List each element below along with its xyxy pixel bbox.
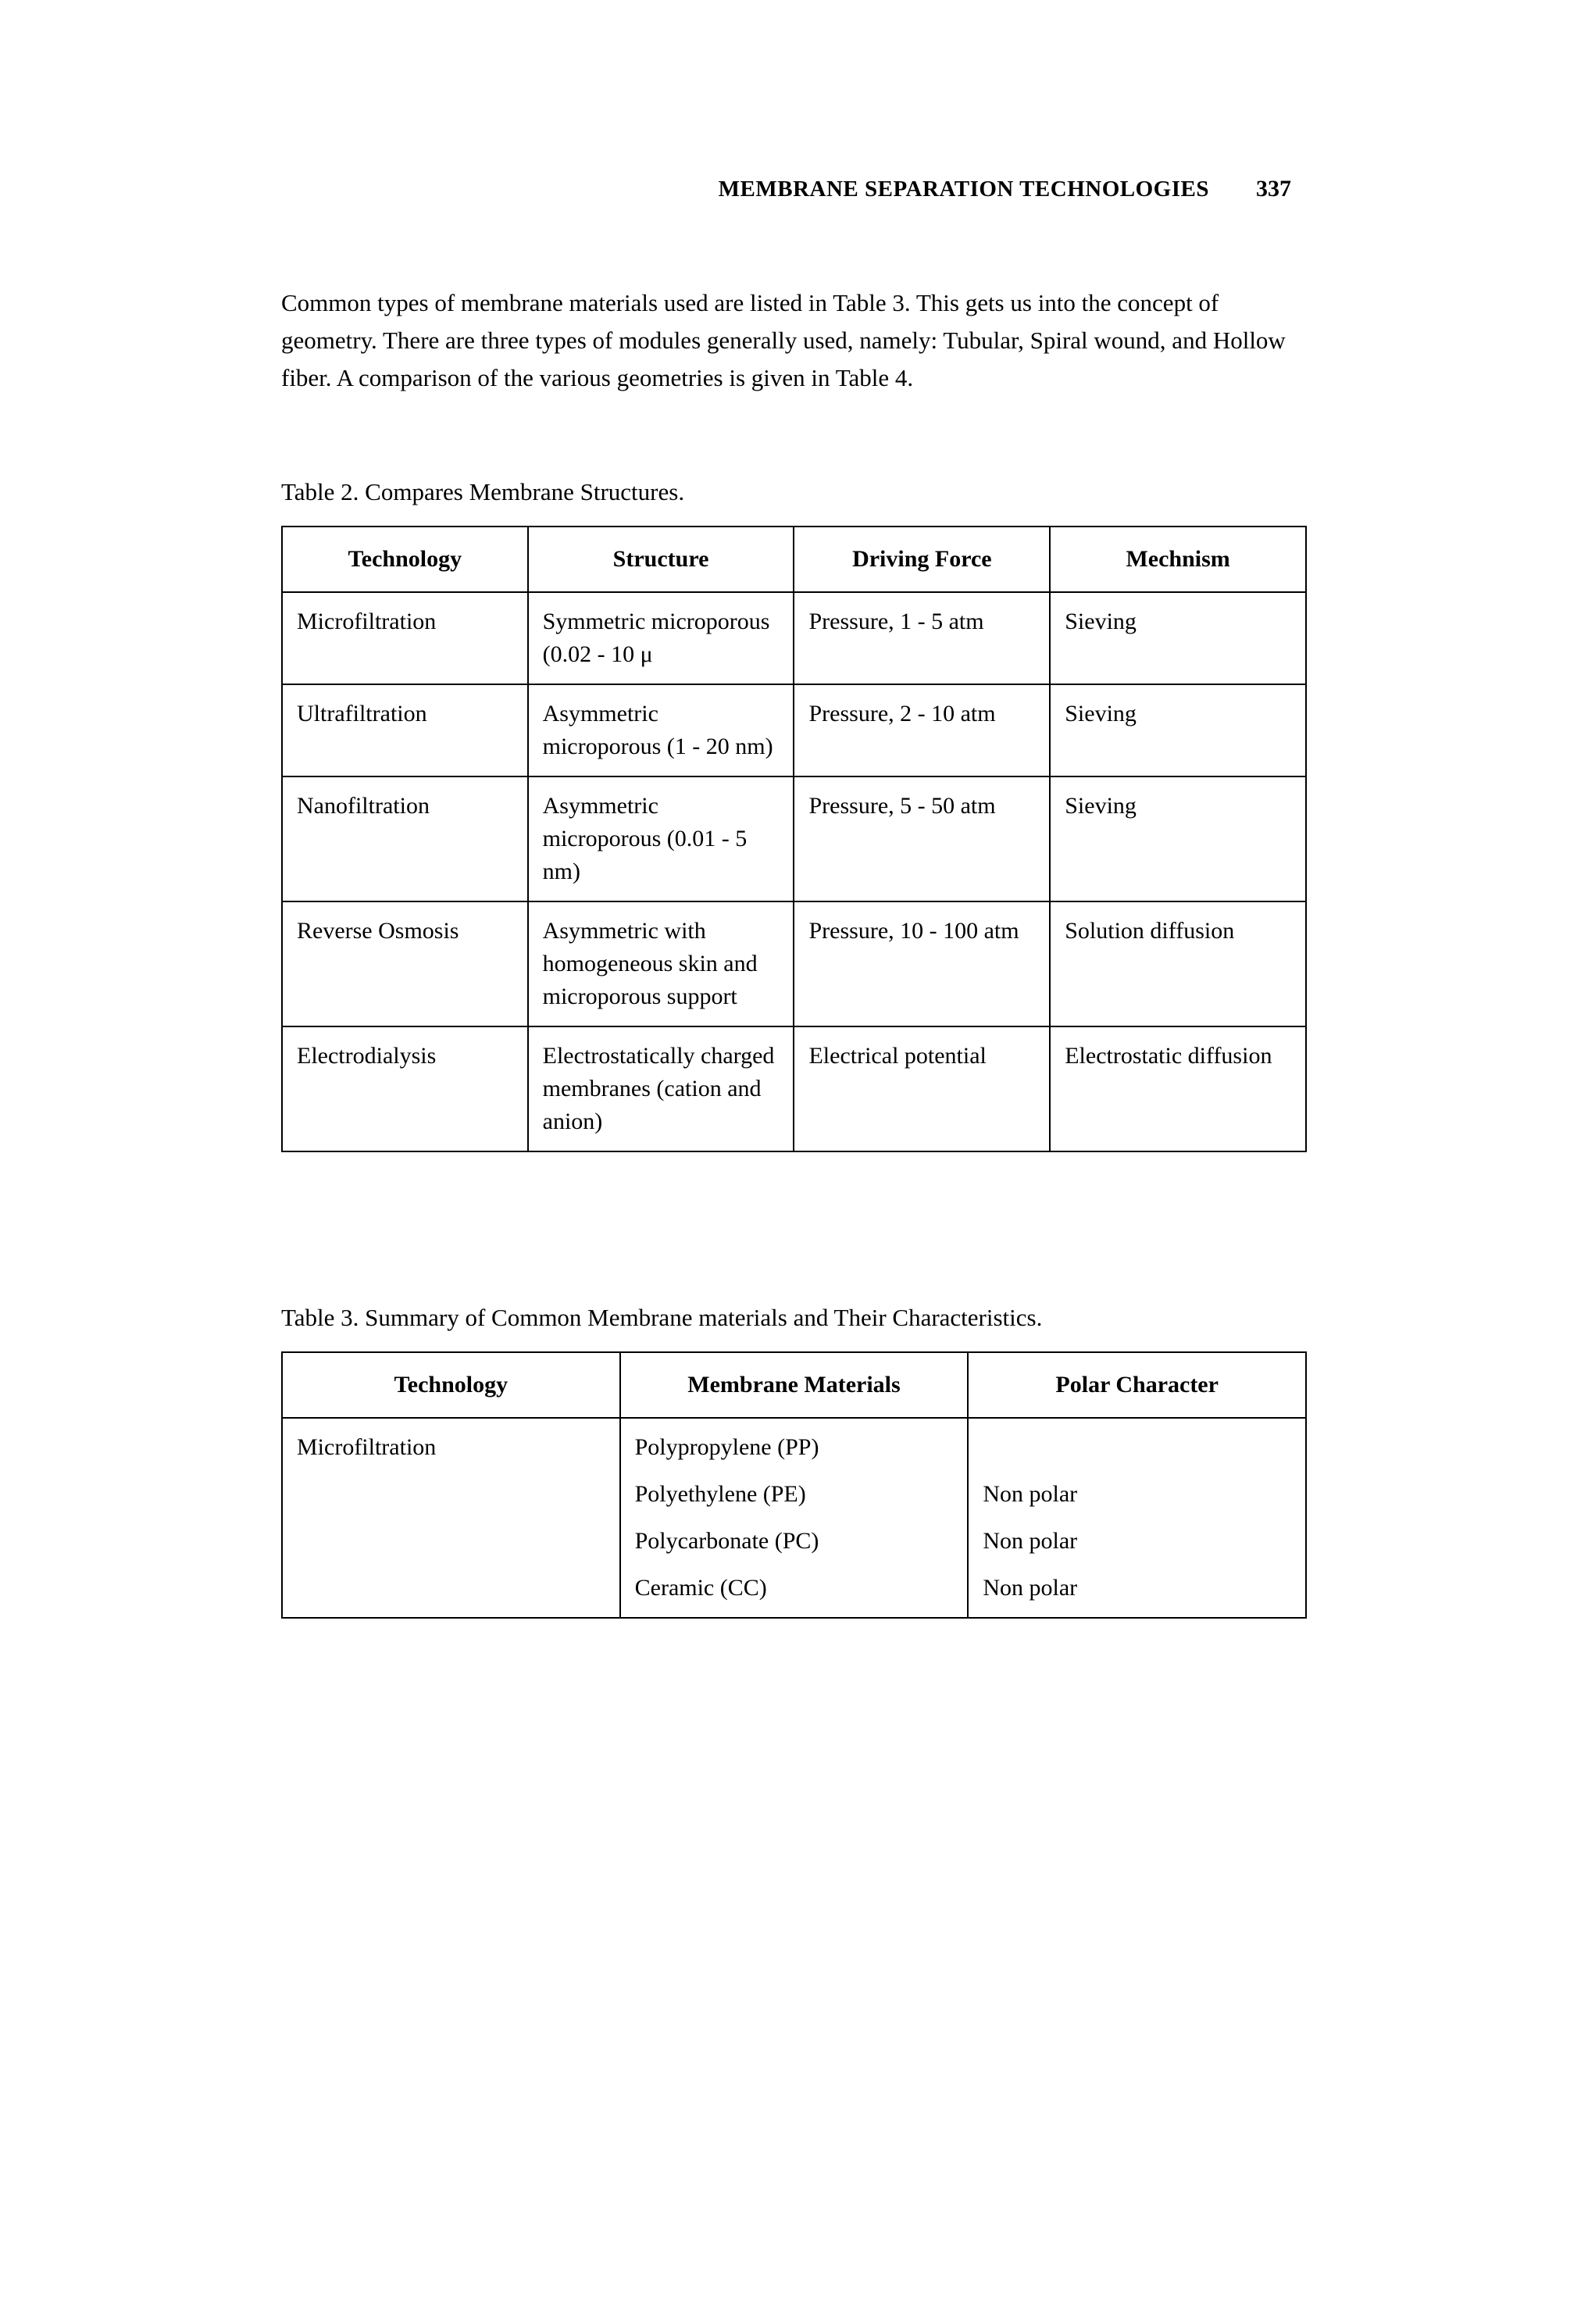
table2-cell: Symmetric microporous (0.02 - 10 μ xyxy=(528,592,794,684)
table2-cell: Asymmetric with homogeneous skin and mic… xyxy=(528,901,794,1026)
table2-cell: Pressure, 2 - 10 atm xyxy=(794,684,1050,776)
table2-caption: Table 2. Compares Membrane Structures. xyxy=(281,475,1307,510)
table2-cell: Ultrafiltration xyxy=(282,684,528,776)
table2-cell: Electrostatically charged membranes (cat… xyxy=(528,1026,794,1151)
table2-cell: Sieving xyxy=(1050,592,1306,684)
material-item: Ceramic (CC) xyxy=(635,1572,954,1605)
table3: Technology Membrane Materials Polar Char… xyxy=(281,1351,1307,1619)
table2-cell: Nanofiltration xyxy=(282,776,528,901)
page-header: MEMBRANE SEPARATION TECHNOLOGIES 337 xyxy=(281,172,1307,206)
table2-cell: Sieving xyxy=(1050,776,1306,901)
table3-col-polar: Polar Character xyxy=(968,1352,1306,1418)
polar-item xyxy=(983,1431,1291,1464)
table2-cell: Sieving xyxy=(1050,684,1306,776)
material-item: Polypropylene (PP) xyxy=(635,1431,954,1464)
table-row: Nanofiltration Asymmetric microporous (0… xyxy=(282,776,1306,901)
table2-header-row: Technology Structure Driving Force Mechn… xyxy=(282,527,1306,592)
table2-col-driving-force: Driving Force xyxy=(794,527,1050,592)
table2-col-technology: Technology xyxy=(282,527,528,592)
material-item: Polycarbonate (PC) xyxy=(635,1525,954,1558)
table2-cell: Pressure, 10 - 100 atm xyxy=(794,901,1050,1026)
table2-cell: Electrostatic diffusion xyxy=(1050,1026,1306,1151)
table2-cell: Electrodialysis xyxy=(282,1026,528,1151)
polar-item: Non polar xyxy=(983,1572,1291,1605)
table2-col-structure: Structure xyxy=(528,527,794,592)
page-number: 337 xyxy=(1256,172,1291,206)
material-item: Polyethylene (PE) xyxy=(635,1478,954,1511)
table2-cell: Asymmetric microporous (1 - 20 nm) xyxy=(528,684,794,776)
polar-item: Non polar xyxy=(983,1525,1291,1558)
table-row: Microfiltration Polypropylene (PP) Polye… xyxy=(282,1418,1306,1618)
table-row: Reverse Osmosis Asymmetric with homogene… xyxy=(282,901,1306,1026)
table-row: Ultrafiltration Asymmetric microporous (… xyxy=(282,684,1306,776)
table2-cell: Reverse Osmosis xyxy=(282,901,528,1026)
table3-header-row: Technology Membrane Materials Polar Char… xyxy=(282,1352,1306,1418)
table3-col-technology: Technology xyxy=(282,1352,620,1418)
polar-item: Non polar xyxy=(983,1478,1291,1511)
table2-cell: Asymmetric microporous (0.01 - 5 nm) xyxy=(528,776,794,901)
table2: Technology Structure Driving Force Mechn… xyxy=(281,526,1307,1152)
table-row: Electrodialysis Electrostatically charge… xyxy=(282,1026,1306,1151)
table3-materials-cell: Polypropylene (PP) Polyethylene (PE) Pol… xyxy=(620,1418,969,1618)
table3-caption: Table 3. Summary of Common Membrane mate… xyxy=(281,1301,1307,1336)
table-row: Microfiltration Symmetric microporous (0… xyxy=(282,592,1306,684)
table3-tech-cell: Microfiltration xyxy=(282,1418,620,1618)
table2-cell: Solution diffusion xyxy=(1050,901,1306,1026)
table2-cell: Microfiltration xyxy=(282,592,528,684)
table2-col-mechanism: Mechnism xyxy=(1050,527,1306,592)
table2-cell: Pressure, 1 - 5 atm xyxy=(794,592,1050,684)
table3-col-materials: Membrane Materials xyxy=(620,1352,969,1418)
table2-cell: Electrical potential xyxy=(794,1026,1050,1151)
table2-cell: Pressure, 5 - 50 atm xyxy=(794,776,1050,901)
table3-polar-cell: Non polar Non polar Non polar xyxy=(968,1418,1306,1618)
header-title: MEMBRANE SEPARATION TECHNOLOGIES xyxy=(719,173,1209,205)
intro-paragraph: Common types of membrane materials used … xyxy=(281,284,1307,397)
